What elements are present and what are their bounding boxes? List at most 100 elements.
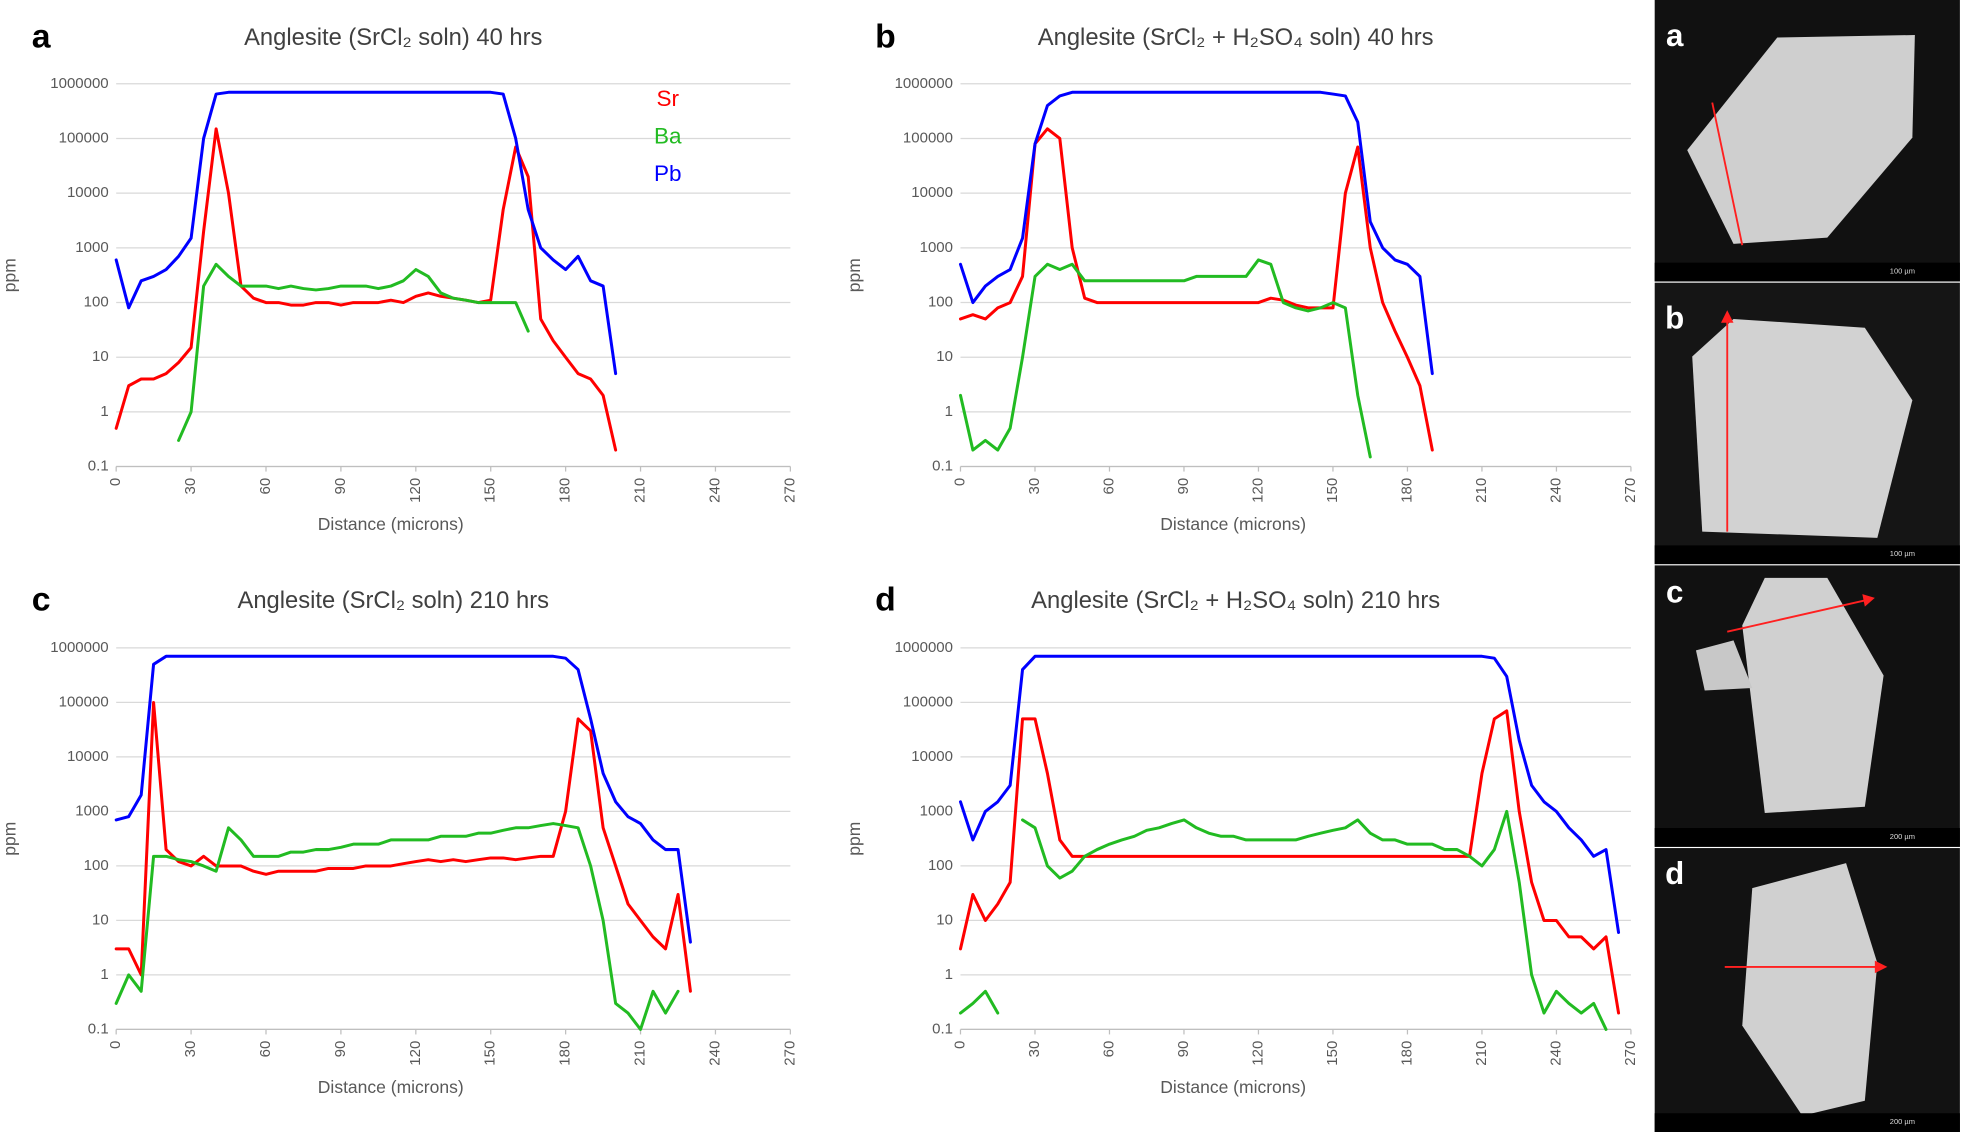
- image-label: a: [1666, 18, 1684, 53]
- y-tick-label: 100: [928, 293, 953, 310]
- crystal: [1695, 640, 1753, 691]
- panel-letter: d: [875, 581, 896, 619]
- y-axis-label: ppm: [844, 258, 864, 292]
- series-line: [114, 700, 692, 993]
- y-tick-label: 1000: [75, 239, 108, 256]
- x-tick-label: 210: [1473, 1041, 1490, 1066]
- series-line: [114, 654, 692, 944]
- x-tick-label: 210: [1473, 478, 1490, 503]
- y-tick-label: 1000000: [895, 75, 953, 92]
- chart-title: Anglesite (SrCl₂ + H₂SO₄ soln) 40 hrs: [1038, 24, 1434, 51]
- x-tick-label: 60: [257, 478, 274, 495]
- info-bar: [1654, 1113, 1960, 1132]
- image-label: d: [1665, 856, 1684, 891]
- panel-letter: b: [875, 18, 896, 56]
- y-tick-label: 0.1: [88, 458, 109, 475]
- y-tick-label: 100000: [903, 129, 953, 146]
- x-tick-label: 270: [1622, 478, 1639, 503]
- x-tick-label: 30: [182, 478, 199, 495]
- x-tick-label: 180: [557, 1041, 574, 1066]
- crystal: [1742, 863, 1878, 1116]
- series-line: [958, 809, 1608, 1031]
- x-tick-label: 240: [1547, 478, 1564, 503]
- y-tick-label: 0.1: [932, 1020, 953, 1037]
- chart-panel: d Anglesite (SrCl₂ + H₂SO₄ soln) 210 hrs 0…: [844, 581, 1639, 1097]
- x-tick-label: 0: [107, 478, 124, 486]
- y-tick-label: 1: [100, 403, 108, 420]
- x-tick-label: 0: [951, 1041, 968, 1049]
- y-tick-label: 1000000: [895, 639, 953, 656]
- x-tick-label: 60: [1100, 1041, 1117, 1058]
- x-tick-label: 270: [1622, 1041, 1639, 1066]
- y-tick-label: 1000: [75, 802, 108, 819]
- chart-title: Anglesite (SrCl₂ soln) 40 hrs: [244, 24, 542, 51]
- x-tick-label: 150: [482, 1041, 499, 1066]
- x-tick-label: 90: [332, 478, 349, 495]
- x-tick-label: 150: [482, 478, 499, 503]
- x-tick-label: 210: [632, 1041, 649, 1066]
- crystal: [1692, 318, 1913, 538]
- x-tick-label: 240: [1547, 1041, 1564, 1066]
- series-line: [114, 90, 618, 376]
- image-label: c: [1666, 574, 1683, 609]
- chart-panel: b Anglesite (SrCl₂ + H₂SO₄ soln) 40 hrs 0.…: [844, 18, 1639, 534]
- arrow-head: [1862, 594, 1875, 607]
- y-tick-label: 0.1: [88, 1020, 109, 1037]
- series-line: [958, 127, 1434, 452]
- x-tick-label: 150: [1324, 478, 1341, 503]
- y-tick-label: 10: [92, 348, 109, 365]
- arrow-head: [1874, 960, 1888, 974]
- x-tick-label: 30: [1026, 1041, 1043, 1058]
- y-tick-label: 10000: [911, 748, 953, 765]
- x-axis-label: Distance (microns): [318, 1077, 464, 1097]
- arrow: [1711, 102, 1744, 246]
- series-line: [958, 709, 1621, 1015]
- y-tick-label: 1000: [920, 802, 953, 819]
- y-tick-label: 10: [92, 911, 109, 928]
- x-axis-label: Distance (microns): [1160, 1077, 1306, 1097]
- x-tick-label: 30: [182, 1041, 199, 1058]
- scale-label: 200 µm: [1890, 1117, 1915, 1126]
- x-tick-label: 120: [1249, 1041, 1266, 1066]
- series-line: [114, 822, 680, 1031]
- arrow: [1727, 599, 1866, 633]
- legend-entry: Sr: [657, 86, 680, 111]
- legend-entry: Pb: [654, 161, 682, 186]
- chart-panel: c Anglesite (SrCl₂ soln) 210 hrs 0.1 1 10 100…: [0, 581, 798, 1097]
- y-tick-label: 100000: [59, 693, 109, 710]
- y-axis-label: ppm: [0, 258, 20, 292]
- x-tick-label: 120: [407, 1041, 424, 1066]
- y-tick-label: 10: [936, 911, 953, 928]
- scale-label: 200 µm: [1890, 832, 1915, 841]
- chart-panel: a Anglesite (SrCl₂ soln) 40 hrs 0.1 1 10 100 1…: [0, 18, 798, 534]
- x-tick-label: 90: [1175, 478, 1192, 495]
- y-tick-label: 1: [100, 966, 108, 983]
- y-tick-label: 100: [84, 293, 109, 310]
- x-tick-label: 60: [257, 1041, 274, 1058]
- x-tick-label: 60: [1100, 478, 1117, 495]
- chart-title: Anglesite (SrCl₂ + H₂SO₄ soln) 210 hrs: [1031, 587, 1440, 614]
- y-axis-label: ppm: [844, 822, 864, 856]
- x-tick-label: 180: [1398, 478, 1415, 503]
- x-tick-label: 180: [557, 478, 574, 503]
- y-tick-label: 1000000: [50, 639, 108, 656]
- x-tick-label: 270: [781, 478, 798, 503]
- x-tick-label: 180: [1398, 1041, 1415, 1066]
- panel-letter: a: [32, 18, 51, 56]
- y-tick-label: 100: [84, 857, 109, 874]
- series-line: [958, 654, 1621, 934]
- y-tick-label: 100000: [59, 129, 109, 146]
- info-bar: [1654, 262, 1960, 282]
- y-tick-label: 10000: [67, 184, 109, 201]
- x-tick-label: 90: [1175, 1041, 1192, 1058]
- x-tick-label: 120: [407, 478, 424, 503]
- scale-label: 100 µm: [1890, 266, 1915, 275]
- y-axis-label: ppm: [0, 822, 20, 856]
- x-tick-label: 30: [1026, 478, 1043, 495]
- x-axis-label: Distance (microns): [318, 514, 464, 534]
- x-tick-label: 270: [781, 1041, 798, 1066]
- y-tick-label: 0.1: [932, 458, 953, 475]
- crystal: [1742, 577, 1884, 814]
